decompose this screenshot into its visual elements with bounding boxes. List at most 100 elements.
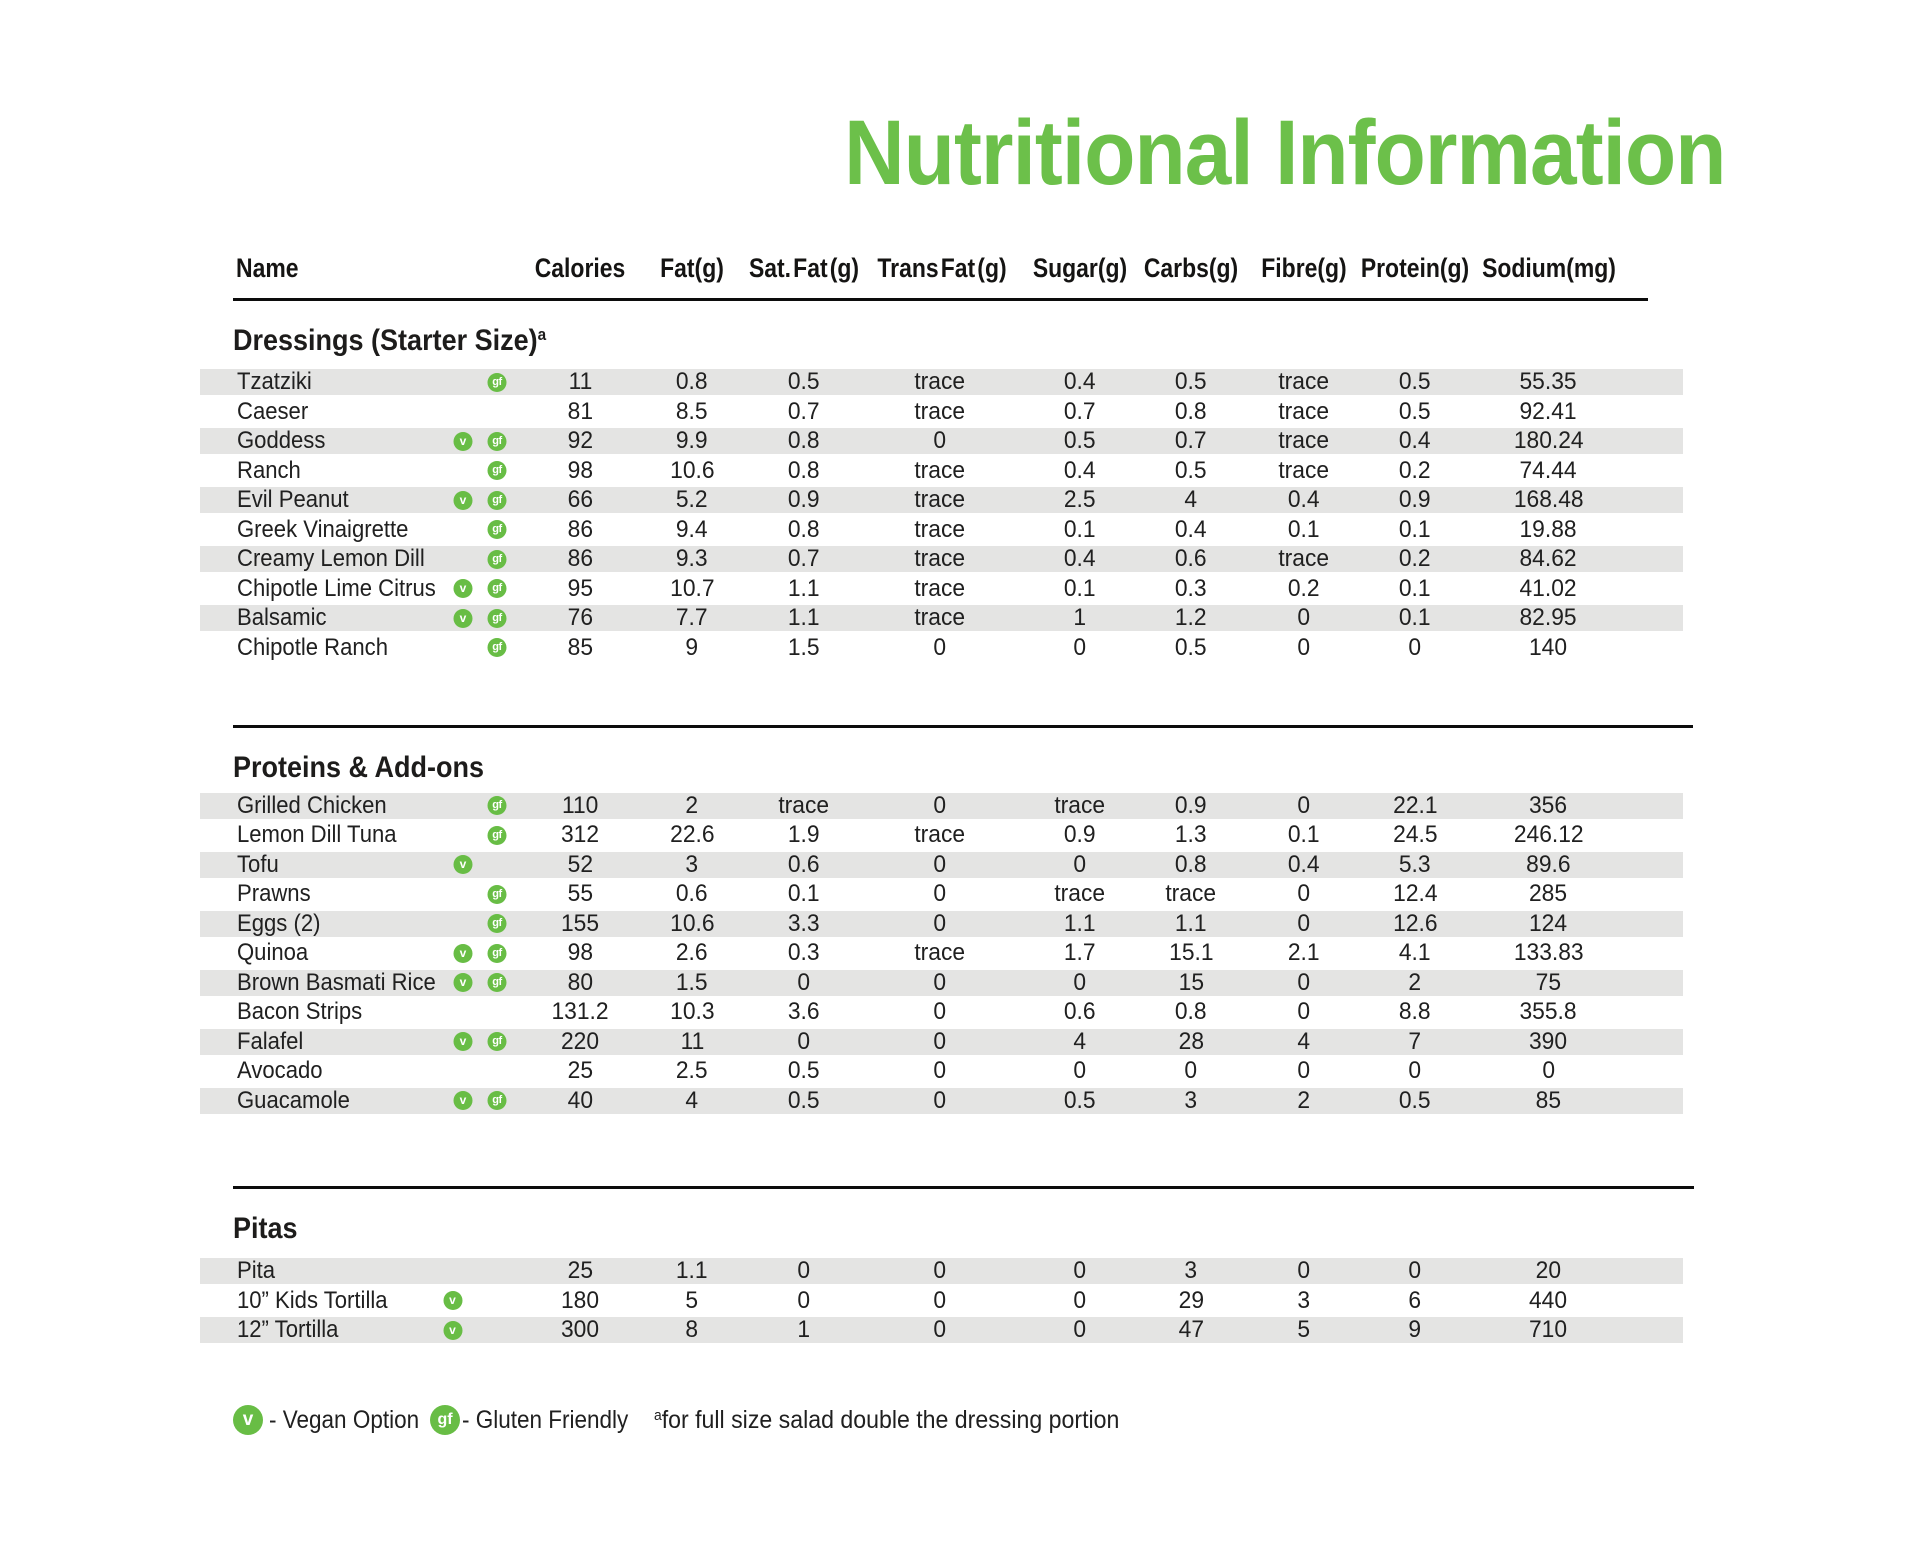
item-name: Goddess [237,428,333,454]
value-cell: 0 [1224,1258,1384,1284]
value-text: 4 [685,1086,699,1114]
value-text: 0 [1408,1257,1422,1285]
value-cell: trace [1224,369,1384,395]
value-text: 0 [1297,633,1311,661]
column-header-fat: Fat(g) [655,250,730,286]
value-text: 86 [567,515,593,543]
gluten-friendly-badge-glyph: gf [492,917,502,930]
gluten-friendly-badge-icon: gf [487,490,507,510]
value-text: 95 [567,574,593,602]
gluten-friendly-badge-icon: gf [487,461,507,481]
column-header-carbs: Carbs(g) [1135,250,1246,286]
value-cell: 9 [1335,1317,1495,1343]
value-cell: trace [860,546,1020,572]
value-text: 0.7 [1175,427,1207,455]
value-cell: 0 [860,969,1020,996]
value-cell: 20 [1469,1258,1629,1284]
value-text: 0.4 [1063,456,1096,484]
value-text: 0.5 [1399,397,1431,425]
value-cell: 0 [1224,999,1384,1025]
item-name: Falafel [237,1028,309,1055]
value-text: 11 [680,1027,704,1055]
value-cell: 4 [1224,1028,1384,1055]
value-cell: 3.6 [724,999,884,1025]
table-row: Falafel v gf 220 11 0 0 4 28 4 7 390 [200,1027,1683,1055]
vegan-badge-glyph: v [459,581,467,596]
value-text: 9.9 [676,427,708,455]
value-cell: 0 [1000,1058,1160,1084]
item-name-text: Pita [237,1257,276,1285]
gluten-friendly-badge-icon: gf [487,884,507,904]
item-name: Ranch [237,457,306,484]
value-text: 0 [933,427,947,455]
value-text: 0.5 [1175,456,1207,484]
vegan-badge-glyph: v [459,492,467,507]
section-heading-label: Dressings (Starter Size) [233,323,538,357]
value-text: 0 [1542,1057,1555,1085]
value-cell: 0.7 [724,546,884,572]
gluten-friendly-badge-glyph: gf [492,1035,502,1048]
value-cell: trace [860,822,1020,848]
value-cell: 5.3 [1335,851,1495,878]
table-row: Caeser 81 8.5 0.7 trace 0.7 0.8 trace 0.5 92.41 [200,397,1683,425]
value-cell: 2.1 [1224,940,1384,966]
column-header-calories: Calories [527,250,634,286]
value-text: 0.5 [1175,368,1207,396]
item-name-text: Evil Peanut [237,486,349,514]
value-cell: 7.7 [612,605,772,631]
value-text: 0 [933,1027,947,1055]
value-text: 82.95 [1519,604,1578,632]
value-text: 89.6 [1526,850,1571,878]
value-cell: 6 [1335,1287,1495,1314]
value-text: 710 [1529,1316,1568,1344]
value-cell: 0 [724,1258,884,1284]
vegan-badge-glyph: v [459,433,467,448]
item-name-text: Grilled Chicken [237,791,387,819]
value-cell: 0 [1000,634,1160,661]
value-cell: 2.5 [612,1058,772,1084]
item-name: Caeser [237,398,314,425]
value-text: 0.8 [787,515,820,543]
value-text: 0 [933,633,947,661]
value-text: 155 [560,909,600,937]
value-text: 92.41 [1519,397,1578,425]
value-cell: 356 [1469,792,1629,819]
value-cell: 0.6 [612,881,772,907]
item-name: 10” Kids Tortilla [237,1287,401,1314]
item-name: Evil Peanut [237,487,358,513]
value-text: 0 [797,968,810,996]
value-cell: 98 [500,940,660,966]
page-title: Nutritional Information [843,102,1726,204]
value-cell: 0 [860,633,1020,661]
value-cell: 92 [500,428,660,454]
section-heading: Pitas [233,1214,305,1244]
item-name-text: Creamy Lemon Dill [237,545,425,573]
value-cell: 0.7 [724,398,884,425]
value-text: trace [1278,427,1330,455]
value-cell: 0.5 [1000,1087,1160,1114]
value-cell: 1.9 [724,822,884,848]
value-cell: 0.1 [1335,516,1495,543]
value-cell: 0.2 [1224,575,1384,602]
value-cell: 0.4 [1000,456,1160,484]
value-text: 7.7 [676,604,708,632]
table-row: Pita 25 1.1 0 0 0 3 0 0 20 [200,1257,1683,1285]
vegan-badge-icon: v [233,1405,263,1435]
value-text: 1.7 [1063,939,1096,967]
value-cell: trace [860,398,1020,425]
value-text: 2.1 [1288,939,1320,967]
value-text: 0 [1073,1257,1086,1285]
value-cell: 0 [1224,605,1384,631]
value-text: 0.6 [787,850,820,878]
column-header-label: Sugar(g) [1032,253,1127,283]
value-text: 124 [1529,909,1568,937]
value-text: 8 [685,1316,699,1344]
value-cell: 9 [612,634,772,661]
value-cell: trace [1111,881,1271,907]
value-cell: 10.3 [612,999,772,1025]
value-text: 0 [1408,633,1422,661]
value-cell: 0 [1224,881,1384,907]
value-cell: 133.83 [1469,940,1629,966]
value-text: 81 [567,397,593,425]
value-cell: 74.44 [1469,457,1629,484]
